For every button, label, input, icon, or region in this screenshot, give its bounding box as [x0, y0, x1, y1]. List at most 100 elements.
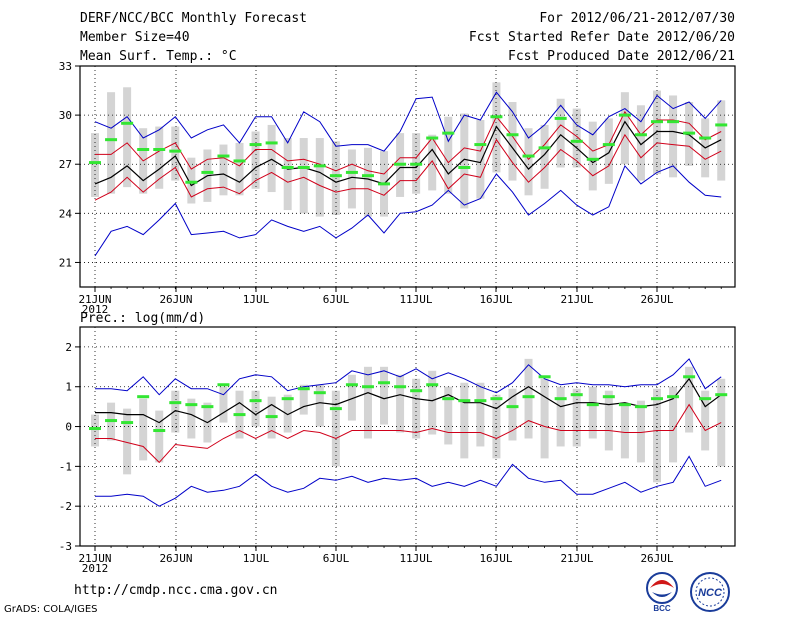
precip-line-ens-mean [95, 377, 722, 424]
temp-xtick-label: 6JUL [323, 293, 350, 306]
precip-ensemble-bar [685, 366, 694, 433]
temp-xtick-label: 16JUL [479, 293, 512, 306]
precip-ensemble-bar [139, 398, 148, 461]
header-title: DERF/NCC/BCC Monthly Forecast [80, 11, 307, 26]
temp-ensemble-bar [460, 113, 469, 209]
temp-ensemble-bar [556, 98, 565, 168]
precip-ensemble-bar [701, 390, 710, 451]
temp-ensemble-bar [476, 120, 485, 199]
ncc-logo-text: NCC [698, 587, 723, 599]
precip-chart-title: Prec.: log(mm/d) [80, 311, 205, 326]
precip-ensemble-bar [444, 386, 453, 445]
temp-line-std-upper [95, 110, 722, 175]
temp-ensemble-bar [508, 102, 517, 181]
temp-ensemble-bar [653, 90, 661, 175]
temp-ensemble-bar [155, 126, 164, 189]
precip-ensemble-bar [604, 390, 613, 451]
precip-xtick-label: 6JUL [323, 552, 350, 565]
precip-ensemble-bar [412, 378, 421, 439]
temp-xtick-label: 26JUN [159, 293, 192, 306]
precip-ensemble-bar [347, 374, 356, 421]
temp-plot-frame [79, 65, 736, 288]
bcc-logo: BCC [646, 572, 678, 613]
temp-ensemble-bar [588, 121, 597, 191]
precip-ytick-label: -2 [59, 500, 72, 513]
temp-xtick-label: 21JUN [78, 293, 111, 306]
precip-xtick-label: 2012 [82, 562, 109, 575]
precip-ensemble-bar [620, 402, 629, 459]
precip-ensemble-bar [331, 390, 340, 467]
precip-ensemble-bar [123, 408, 132, 475]
forecast-period: For 2012/06/21-2012/07/30 [539, 11, 735, 26]
temp-ensemble-bar [428, 134, 437, 191]
precip-ensemble-bar [556, 386, 565, 447]
precip-xtick-label: 1JUL [243, 552, 270, 565]
precip-xtick-label: 11JUL [399, 552, 432, 565]
temp-ensemble-bar [235, 142, 244, 196]
temp-line-ens-mean [94, 120, 722, 187]
grads-credit: GrADS: COLA/IGES [4, 604, 98, 615]
precip-xtick-label: 26JUN [159, 552, 192, 565]
bcc-logo-text: BCC [653, 604, 671, 613]
header-left: DERF/NCC/BCC Monthly Forecast Member Siz… [80, 11, 307, 68]
temp-ensemble-bar [540, 124, 549, 189]
temp-ensemble-bar [219, 144, 228, 196]
precip-line-ens-min [95, 455, 722, 507]
header-right: For 2012/06/21-2012/07/30 Fcst Started R… [469, 11, 735, 68]
precip-ensemble-bar [428, 370, 437, 435]
precip-xtick-label: 16JUL [479, 552, 512, 565]
precip-xtick-label: 21JUN [78, 552, 111, 565]
temp-ensemble-bar [347, 149, 356, 209]
temp-xtick-label: 1JUL [243, 293, 270, 306]
precip-ensemble-bar [396, 374, 405, 433]
temp-xtick-label: 21JUL [560, 293, 593, 306]
temp-line-std-lower [94, 133, 722, 201]
precip-line-ens-max [95, 358, 722, 396]
temp-ensemble-bar [267, 124, 276, 193]
precip-ensemble-bar [251, 390, 260, 427]
temp-ensemble-bar [299, 138, 308, 214]
precip-ensemble-bar [508, 388, 517, 441]
precip-ensemble-bar [315, 384, 324, 427]
precip-ensemble-bar [91, 414, 99, 447]
temp-ensemble-bar [444, 116, 453, 194]
temp-xtick-label: 2012 [82, 303, 109, 316]
precip-ytick-label: 2 [65, 341, 72, 354]
precip-ytick-label: 0 [65, 421, 72, 434]
temp-ensemble-bar [620, 92, 629, 165]
precip-ensemble-bar [380, 366, 389, 425]
temp-ensemble-bar [636, 105, 645, 181]
precip-ensemble-bar [540, 378, 549, 459]
temp-ensemble-bar [363, 147, 372, 217]
temp-chart-title: Mean Surf. Temp.: °C [80, 49, 237, 64]
temp-xtick-label: 26JUL [640, 293, 673, 306]
precip-ensemble-bar [155, 410, 164, 463]
precip-ytick-label: -3 [59, 540, 72, 553]
precip-ensemble-bar [476, 382, 485, 447]
precip-ensemble-bar [171, 390, 180, 433]
precip-ensemble-bar [717, 378, 726, 467]
precip-ensemble-bar [588, 386, 597, 439]
precip-ensemble-bar [669, 386, 678, 463]
precip-xtick-label: 21JUL [560, 552, 593, 565]
ncc-logo: NCC [690, 572, 730, 612]
forecast-produced-date: Fcst Produced Date 2012/06/21 [508, 49, 735, 64]
precip-xtick-label: 26JUL [640, 552, 673, 565]
temp-ytick-label: 24 [59, 207, 73, 220]
precip-ensemble-bar [636, 400, 645, 463]
temp-ensemble-bar [283, 138, 292, 211]
forecast-start-date: Fcst Started Refer Date 2012/06/20 [468, 30, 735, 45]
source-url[interactable]: http://cmdp.ncc.cma.gov.cn [74, 583, 278, 598]
temp-ensemble-bar [524, 128, 533, 196]
temp-ensemble-bar [171, 126, 180, 181]
temp-ensemble-bar [91, 133, 99, 197]
temp-xtick-label: 11JUL [399, 293, 432, 306]
temp-ytick-label: 21 [59, 256, 72, 269]
precip-plot-frame [79, 326, 736, 547]
temp-ytick-label: 30 [59, 109, 72, 122]
temp-ensemble-bar [107, 92, 116, 194]
temp-line-ens-max [94, 91, 722, 152]
